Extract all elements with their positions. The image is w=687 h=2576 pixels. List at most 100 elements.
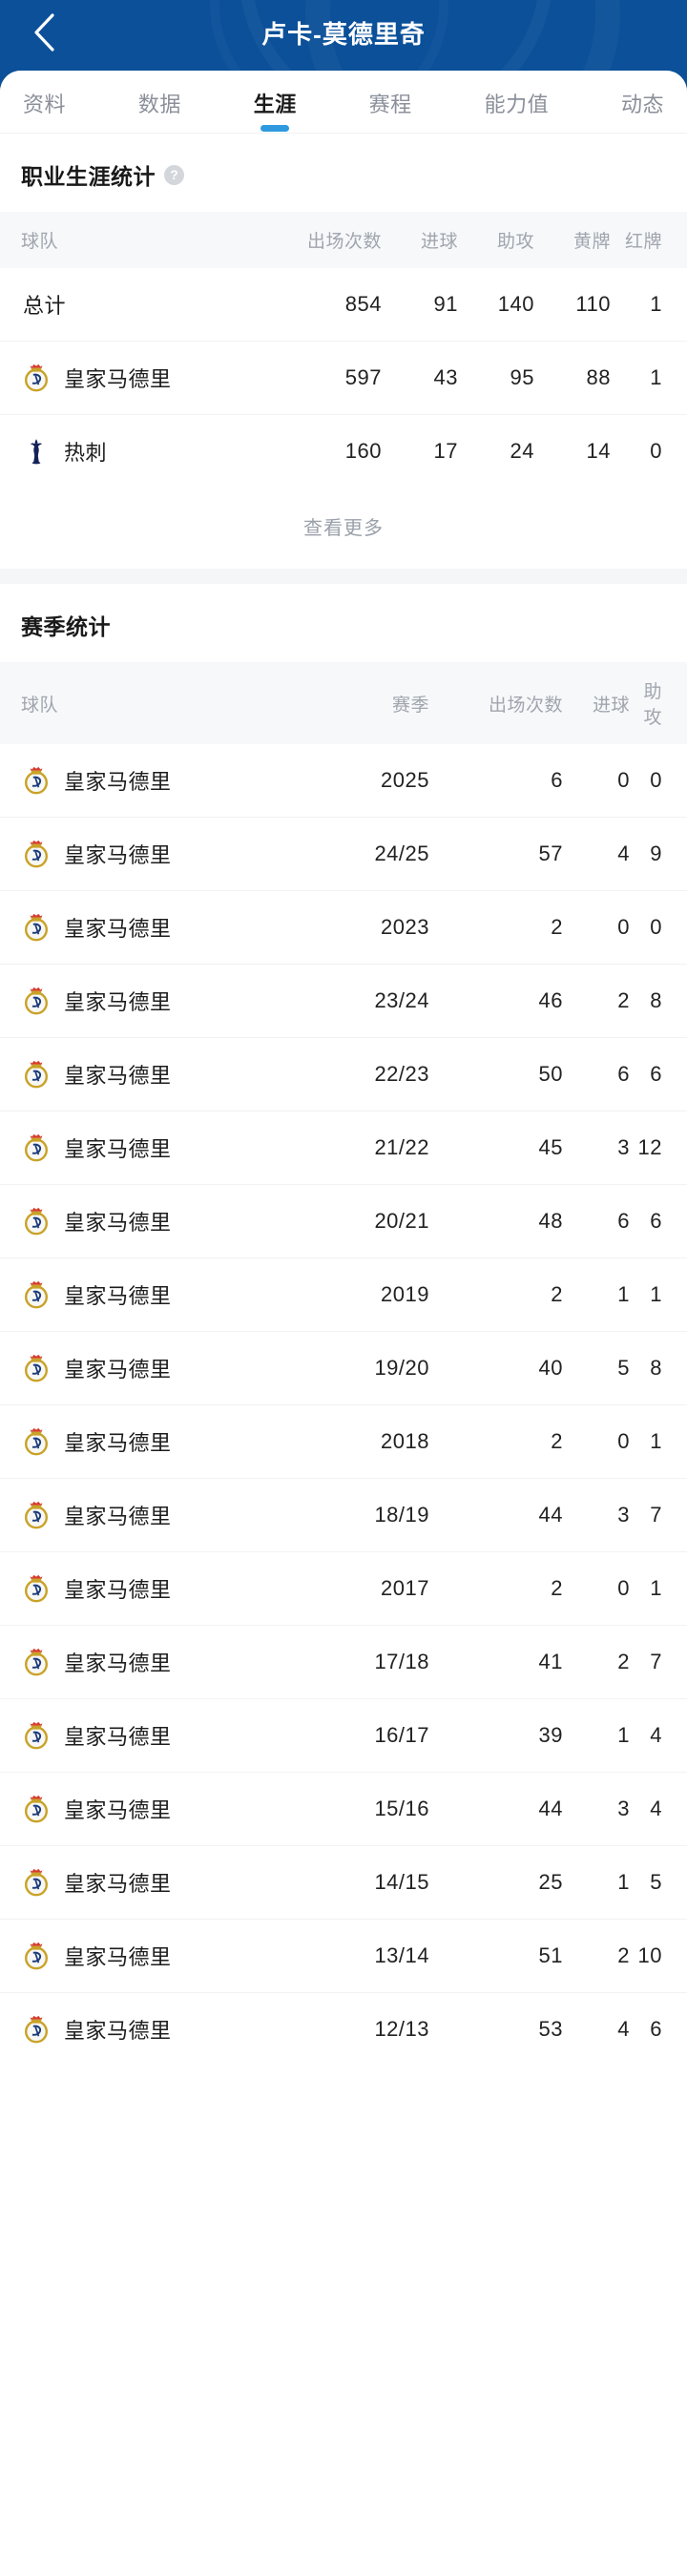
season-cell-assists: 9: [650, 841, 662, 865]
season-table-row[interactable]: 皇家马德里 22/23 50 6 6: [0, 1038, 687, 1111]
season-row-label: 皇家马德里: [64, 1137, 172, 1161]
season-cell-goals: 4: [617, 841, 630, 865]
season-cell-assists: 4: [650, 1797, 662, 1820]
season-cell-apps: 40: [538, 1356, 563, 1380]
season-table-row[interactable]: 皇家马德里 14/15 25 1 5: [0, 1846, 687, 1920]
season-table-row[interactable]: 皇家马德里 21/22 45 3 12: [0, 1111, 687, 1185]
career-view-more-row[interactable]: 查看更多: [0, 488, 687, 569]
season-cell-assists: 0: [650, 915, 662, 939]
season-cell-assists: 8: [650, 988, 662, 1012]
season-cell-season: 2019: [381, 1282, 429, 1306]
season-cell-season: 19/20: [374, 1356, 429, 1380]
season-table-row[interactable]: 皇家马德里 2023 2 0 0: [0, 891, 687, 965]
team-cell: 皇家马德里: [21, 1500, 286, 1530]
season-table-row[interactable]: 皇家马德里 2018 2 0 1: [0, 1405, 687, 1479]
real-madrid-crest-icon: [25, 913, 48, 942]
tab-shuju[interactable]: 数据: [137, 92, 181, 116]
career-cell-red: 1: [650, 292, 662, 316]
season-cell-goals: 3: [617, 1503, 630, 1527]
season-stats-header: 赛季统计: [0, 584, 687, 662]
team-cell: 皇家马德里: [21, 765, 286, 796]
season-cell-goals: 3: [617, 1135, 630, 1159]
career-table-row[interactable]: 总计 854 91 140 110 1: [0, 268, 687, 342]
season-cell-season: 20/21: [374, 1209, 429, 1233]
season-cell-season: 24/25: [374, 841, 429, 865]
team-cell: 皇家马德里: [21, 912, 286, 943]
season-cell-team: 皇家马德里: [0, 891, 286, 965]
season-cell-season: 2023: [381, 915, 429, 939]
career-cell-goals: 43: [433, 365, 458, 389]
season-cell-team: 皇家马德里: [0, 1479, 286, 1552]
season-cell-goals: 0: [617, 768, 630, 792]
season-cell-assists: 0: [650, 768, 662, 792]
team-cell: 皇家马德里: [21, 1426, 286, 1457]
season-table-row[interactable]: 皇家马德里 24/25 57 4 9: [0, 818, 687, 891]
season-cell-goals: 0: [617, 1576, 630, 1600]
season-row-label: 皇家马德里: [64, 917, 172, 941]
career-col-apps: 出场次数: [306, 232, 382, 252]
tab-shengya[interactable]: 生涯: [252, 84, 299, 134]
real-madrid-crest-icon: [25, 766, 48, 795]
season-row-label: 皇家马德里: [64, 1578, 172, 1602]
real-madrid-crest-icon: [25, 1868, 48, 1897]
season-stats-title: 赛季统计: [21, 614, 111, 639]
real-madrid-crest-icon: [25, 1795, 48, 1823]
team-cell: 皇家马德里: [21, 986, 286, 1016]
season-cell-apps: 48: [538, 1209, 563, 1233]
season-cell-team: 皇家马德里: [0, 1920, 286, 1993]
tab-dongtai[interactable]: 动态: [620, 92, 664, 116]
season-cell-apps: 2: [551, 1576, 563, 1600]
tab-nenglizhi[interactable]: 能力值: [484, 92, 550, 116]
career-table-header-row: 球队 出场次数 进球 助攻 黄牌 红牌: [0, 212, 687, 268]
career-view-more-link[interactable]: 查看更多: [303, 518, 384, 539]
season-row-label: 皇家马德里: [64, 1064, 172, 1088]
season-cell-team: 皇家马德里: [0, 1332, 286, 1405]
season-col-team: 球队: [21, 695, 59, 716]
career-cell-red: 1: [650, 365, 662, 389]
season-cell-goals: 2: [617, 988, 630, 1012]
season-table-row[interactable]: 皇家马德里 19/20 40 5 8: [0, 1332, 687, 1405]
season-table-row[interactable]: 皇家马德里 12/13 53 4 6: [0, 1993, 687, 2067]
season-cell-season: 2025: [381, 768, 429, 792]
career-table-row[interactable]: 热刺 160 17 24 14 0: [0, 415, 687, 488]
season-table-row[interactable]: 皇家马德里 2025 6 0 0: [0, 744, 687, 818]
season-table-row[interactable]: 皇家马德里 17/18 41 2 7: [0, 1626, 687, 1699]
team-cell: 皇家马德里: [21, 1941, 286, 1971]
season-cell-team: 皇家马德里: [0, 1038, 286, 1111]
team-cell: 皇家马德里: [21, 1353, 286, 1383]
page-title: 卢卡-莫德里奇: [261, 20, 426, 49]
back-button[interactable]: [17, 6, 71, 59]
season-cell-goals: 5: [617, 1356, 630, 1380]
season-cell-goals: 2: [617, 1943, 630, 1967]
season-table-row[interactable]: 皇家马德里 2019 2 1 1: [0, 1258, 687, 1332]
season-table-row[interactable]: 皇家马德里 18/19 44 3 7: [0, 1479, 687, 1552]
season-cell-season: 18/19: [374, 1503, 429, 1527]
season-cell-apps: 53: [538, 2017, 563, 2041]
team-cell: 皇家马德里: [21, 1867, 286, 1898]
career-cell-yellow: 88: [586, 365, 611, 389]
season-cell-assists: 7: [650, 1650, 662, 1673]
season-table-row[interactable]: 皇家马德里 15/16 44 3 4: [0, 1773, 687, 1846]
career-table-row[interactable]: 皇家马德里 597 43 95 88 1: [0, 342, 687, 415]
season-cell-season: 2018: [381, 1429, 429, 1453]
season-col-apps: 出场次数: [488, 695, 563, 716]
season-table-row[interactable]: 皇家马德里 23/24 46 2 8: [0, 965, 687, 1038]
season-cell-assists: 1: [650, 1429, 662, 1453]
season-cell-team: 皇家马德里: [0, 1185, 286, 1258]
tab-saicheng[interactable]: 赛程: [368, 92, 412, 116]
tab-ziliao[interactable]: 资料: [23, 92, 67, 116]
season-table-row[interactable]: 皇家马德里 16/17 39 1 4: [0, 1699, 687, 1773]
season-cell-assists: 1: [650, 1576, 662, 1600]
season-table-row[interactable]: 皇家马德里 13/14 51 2 10: [0, 1920, 687, 1993]
season-table-row[interactable]: 皇家马德里 20/21 48 6 6: [0, 1185, 687, 1258]
season-col-assists: 助攻: [643, 682, 662, 728]
team-cell: 皇家马德里: [21, 1059, 286, 1090]
career-col-goals: 进球: [420, 232, 458, 252]
season-row-label: 皇家马德里: [64, 1945, 172, 1969]
season-cell-season: 13/14: [374, 1943, 429, 1967]
tottenham-crest-icon: [30, 439, 43, 465]
career-row-label: 总计: [23, 294, 67, 318]
season-table-row[interactable]: 皇家马德里 2017 2 0 1: [0, 1552, 687, 1626]
question-mark-icon[interactable]: ?: [164, 164, 184, 185]
season-row-label: 皇家马德里: [64, 1652, 172, 1675]
